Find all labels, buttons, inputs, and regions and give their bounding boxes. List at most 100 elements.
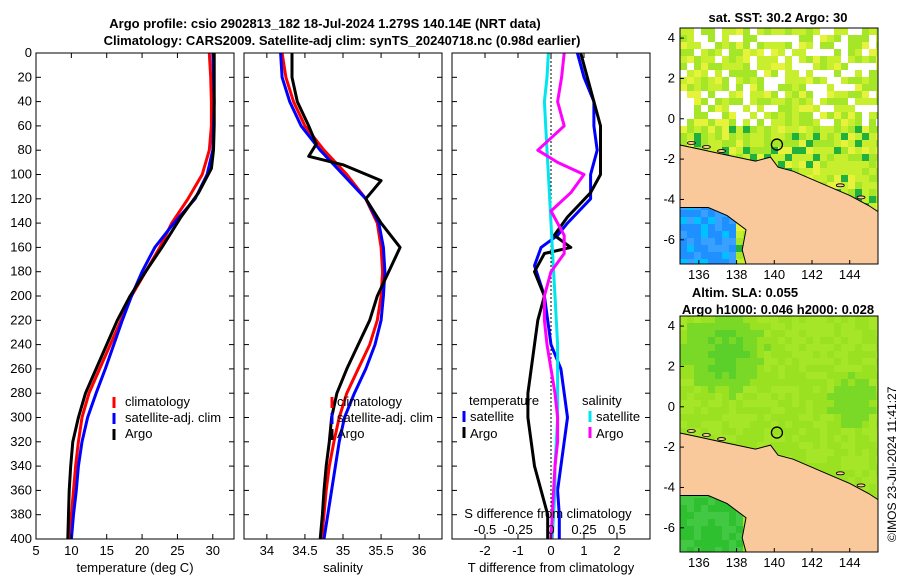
map-cell <box>827 379 834 386</box>
map-cell <box>715 91 722 98</box>
map-cell <box>820 449 827 456</box>
map-cell <box>799 112 806 119</box>
map-cell <box>855 42 862 49</box>
map-cell <box>715 526 722 533</box>
map-cell <box>701 35 708 42</box>
map-cell <box>876 456 878 463</box>
map-cell <box>771 414 778 421</box>
map-cell <box>785 84 792 91</box>
map-cell <box>827 70 834 77</box>
map-cell <box>694 330 701 337</box>
map-cell <box>792 112 799 119</box>
map-cell <box>743 421 750 428</box>
map-cell <box>876 147 878 154</box>
map-cell <box>715 133 722 140</box>
map-cell <box>855 28 862 35</box>
map-cell <box>834 358 841 365</box>
map-cell <box>820 337 827 344</box>
map-cell <box>687 133 694 140</box>
map-cell <box>876 484 878 491</box>
map-cell <box>834 154 841 161</box>
map-cell <box>764 414 771 421</box>
map-cell <box>736 540 743 547</box>
map-cell <box>834 463 841 470</box>
map-cell <box>729 400 736 407</box>
map-cell <box>694 63 701 70</box>
map-cell <box>834 393 841 400</box>
map-cell <box>841 168 848 175</box>
island <box>702 145 711 149</box>
island <box>717 437 726 441</box>
temperature-profile-panel: 5 10 15 20 25 30 temperature (deg C) 0 20 40 60 80 1… <box>10 45 235 575</box>
map-cell <box>757 316 764 323</box>
difference-profile-panel: -2 -1 0 1 2 T difference from climatology S di… <box>451 52 651 575</box>
map-cell <box>848 126 855 133</box>
map-cell <box>708 210 715 217</box>
map-cell <box>862 351 869 358</box>
map-cell <box>680 63 687 70</box>
map-cell <box>743 372 750 379</box>
map-cell <box>862 323 869 330</box>
map-cell <box>806 442 813 449</box>
map-cell <box>680 351 687 358</box>
map-cell <box>827 344 834 351</box>
map-cell <box>862 49 869 56</box>
map-cell <box>680 252 687 259</box>
map-cell <box>792 442 799 449</box>
legend-temperature-title: temperature <box>469 393 539 408</box>
map-cell <box>680 337 687 344</box>
map-cell <box>862 400 869 407</box>
map-cell <box>799 91 806 98</box>
island <box>702 433 711 437</box>
map-cell <box>736 28 743 35</box>
map-cell <box>680 126 687 133</box>
map-cell <box>687 337 694 344</box>
map-cell <box>834 421 841 428</box>
map-cell <box>855 400 862 407</box>
map-cell <box>764 105 771 112</box>
map-cell <box>806 456 813 463</box>
map-cell <box>869 126 876 133</box>
map-cell <box>764 147 771 154</box>
map-cell <box>820 147 827 154</box>
x-tick-label: 140 <box>763 555 785 570</box>
y-tick-label: 20 <box>18 69 32 84</box>
map-cell <box>750 421 757 428</box>
map-cell <box>778 428 785 435</box>
map-cell <box>680 210 687 217</box>
map-cell <box>722 77 729 84</box>
map-cell <box>722 49 729 56</box>
y-tick-label: 160 <box>10 239 32 254</box>
map-cell <box>708 505 715 512</box>
map-cell <box>806 351 813 358</box>
map-cell <box>708 533 715 540</box>
map-cell <box>869 449 876 456</box>
map-cell <box>820 463 827 470</box>
map-cell <box>701 372 708 379</box>
map-cell <box>743 77 750 84</box>
map-cell <box>722 70 729 77</box>
map-cell <box>771 91 778 98</box>
map-cell <box>813 147 820 154</box>
map-cell <box>708 238 715 245</box>
map-cell <box>848 49 855 56</box>
map-cell <box>701 547 708 552</box>
map-cell <box>736 56 743 63</box>
map-cell <box>806 28 813 35</box>
map-cell <box>869 393 876 400</box>
map-cell <box>862 414 869 421</box>
map-cell <box>792 126 799 133</box>
map-cell <box>820 421 827 428</box>
map-cell <box>729 330 736 337</box>
map-cell <box>743 56 750 63</box>
map-cell <box>701 77 708 84</box>
map-cell <box>869 421 876 428</box>
map-cell <box>708 112 715 119</box>
map-cell <box>806 435 813 442</box>
map-cell <box>827 35 834 42</box>
map-cell <box>764 70 771 77</box>
map-cell <box>785 119 792 126</box>
map-cell <box>764 344 771 351</box>
map-cell <box>757 84 764 91</box>
map-cell <box>848 477 855 484</box>
